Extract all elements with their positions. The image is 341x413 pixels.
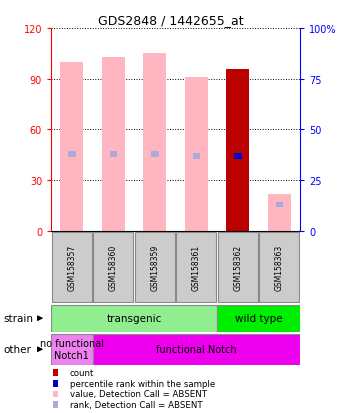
Bar (193, 154, 200, 159)
FancyBboxPatch shape (93, 334, 300, 365)
Text: functional Notch: functional Notch (156, 344, 237, 354)
Bar (53, 369, 58, 376)
Bar (53, 391, 58, 397)
Bar (151, 152, 159, 157)
Bar (53, 380, 58, 387)
FancyBboxPatch shape (93, 233, 133, 302)
FancyBboxPatch shape (52, 233, 92, 302)
Text: GSM158361: GSM158361 (192, 244, 201, 290)
Text: no functional
Notch1: no functional Notch1 (40, 339, 104, 360)
Text: strain: strain (3, 313, 33, 323)
FancyBboxPatch shape (217, 305, 300, 332)
Bar (102, 57, 125, 231)
Bar (144, 54, 166, 231)
Text: count: count (70, 368, 94, 377)
Text: percentile rank within the sample: percentile rank within the sample (70, 379, 215, 388)
Text: rank, Detection Call = ABSENT: rank, Detection Call = ABSENT (70, 400, 203, 409)
Bar (234, 154, 241, 159)
Bar (226, 69, 249, 231)
FancyBboxPatch shape (51, 334, 93, 365)
Bar (53, 401, 58, 408)
FancyBboxPatch shape (176, 233, 216, 302)
Text: wild type: wild type (235, 313, 282, 323)
Text: GSM158357: GSM158357 (68, 244, 76, 290)
Text: GDS2848 / 1442655_at: GDS2848 / 1442655_at (98, 14, 243, 27)
Text: transgenic: transgenic (106, 313, 162, 323)
Bar (185, 78, 208, 231)
Bar (110, 152, 117, 157)
FancyBboxPatch shape (218, 233, 258, 302)
FancyBboxPatch shape (135, 233, 175, 302)
Text: GSM158363: GSM158363 (275, 244, 284, 290)
Text: value, Detection Call = ABSENT: value, Detection Call = ABSENT (70, 389, 207, 399)
Bar (68, 152, 76, 157)
Bar (60, 63, 83, 231)
Text: other: other (3, 344, 31, 354)
Bar (268, 194, 291, 231)
FancyBboxPatch shape (260, 233, 299, 302)
Text: GSM158359: GSM158359 (150, 244, 159, 290)
Bar (276, 202, 283, 208)
Text: GSM158362: GSM158362 (233, 244, 242, 290)
FancyBboxPatch shape (51, 305, 217, 332)
Text: GSM158360: GSM158360 (109, 244, 118, 290)
